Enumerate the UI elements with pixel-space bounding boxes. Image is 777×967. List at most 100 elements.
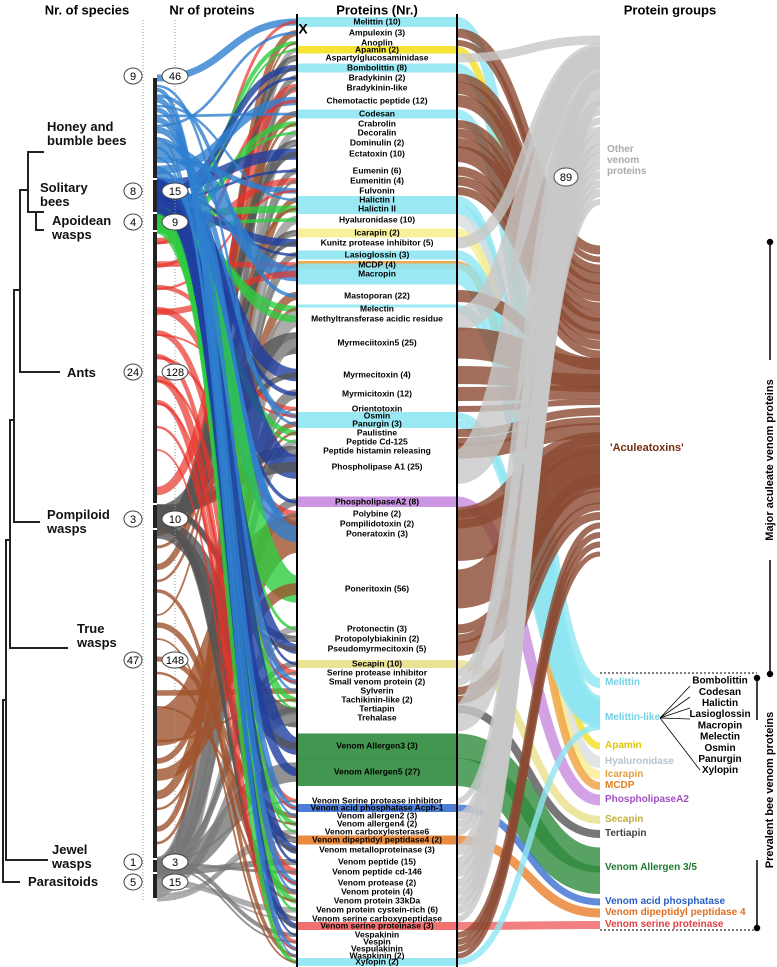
member-label: Lasioglossin: [689, 709, 750, 720]
count-circle: [123, 67, 143, 85]
label-band: [297, 897, 457, 905]
label-band: [297, 857, 457, 867]
taxon-label: Pompiloid wasps: [47, 507, 110, 536]
label-highlight: [297, 758, 457, 786]
label-band: [297, 669, 457, 677]
label-highlight: [297, 922, 457, 930]
bracket-label: Prevalent bee venom proteins: [764, 712, 776, 869]
protein-label: Xylopin (2): [355, 956, 399, 966]
flow: [156, 589, 298, 958]
flow: [456, 199, 601, 922]
taxon-bar: [153, 78, 157, 178]
protein-label: Bradykinin (2): [349, 72, 406, 82]
label-band: [297, 450, 457, 484]
member-label: Panurgin: [698, 754, 741, 765]
label-band: [297, 678, 457, 686]
count: 46: [169, 71, 181, 83]
count: 4: [130, 217, 136, 229]
taxon-label: Parasitoids: [28, 874, 99, 889]
flow: [456, 724, 601, 965]
protein-label: Orientotoxin: [352, 403, 403, 413]
count-circle: [123, 651, 143, 669]
flow: [456, 35, 601, 63]
protein-label: Pompilidotoxin (2): [340, 518, 414, 528]
protein-label: MCDP (4): [358, 259, 396, 269]
protein-label: Serine protease inhibitor: [327, 667, 428, 677]
protein-label: Myrmeciitoxin5 (25): [337, 337, 417, 347]
label-highlight: [297, 263, 457, 285]
count-circle: [161, 213, 189, 231]
label-band: [297, 939, 457, 945]
protein-label: Venom protein (4): [341, 886, 413, 896]
protein-label: Waspkinin (2): [350, 950, 405, 960]
label-band: [297, 916, 457, 922]
protein-label: Protonectin (3): [347, 623, 407, 633]
label-band: [297, 634, 457, 644]
taxon-bar: [153, 180, 157, 212]
taxon-bar: [153, 530, 157, 858]
group-label: Venom acid phosphatase: [605, 896, 726, 907]
protein-label: Myrmecitoxin (4): [343, 369, 411, 379]
group-label: 'Aculeatoxins': [610, 442, 684, 454]
count-circle: [123, 213, 143, 231]
taxon-label: True wasps: [77, 621, 117, 650]
label-band: [297, 166, 457, 176]
protein-label: Tertiapin: [359, 703, 394, 713]
group-label: Venom serine proteinase: [605, 919, 724, 930]
label-band: [297, 624, 457, 634]
label-band: [297, 798, 457, 804]
protein-label: Tachikinin-like (2): [341, 694, 412, 704]
label-band: [297, 53, 457, 63]
group-label: Other venom proteins: [607, 144, 647, 177]
protein-label: Peptide histamin releasing: [323, 445, 431, 455]
protein-label: Small venom protein (2): [329, 676, 426, 686]
label-highlight: [297, 733, 457, 759]
count-circle: [161, 853, 189, 871]
count: 3: [130, 514, 136, 526]
count-circle: [161, 67, 189, 85]
count: 9: [130, 71, 136, 83]
protein-label: Eumenitin (4): [350, 175, 404, 185]
protein-label: Codesan: [359, 108, 395, 118]
header: Protein groups: [624, 2, 716, 17]
protein-label: Venom acid phosphatase Acph-1: [311, 802, 444, 812]
protein-label: Dominulin (2): [350, 137, 404, 147]
label-band: [297, 932, 457, 938]
label-band: [297, 812, 457, 820]
label-highlight: [297, 496, 457, 508]
label-band: [297, 438, 457, 446]
protein-label: Panurgin (3): [352, 418, 402, 428]
label-highlight: [297, 46, 457, 54]
group-label: Melittin-like: [605, 712, 661, 723]
group-label: Venom dipeptidyl peptidase 4: [605, 907, 746, 918]
protein-label: Venom protein cysteín-rich (6): [316, 904, 438, 914]
member-label: Bombolittin: [692, 676, 748, 687]
protein-label: Hyaluronidase (10): [339, 214, 415, 224]
taxon-label: Jewel wasps: [52, 842, 92, 871]
label-highlight: [297, 204, 457, 214]
label-highlight: [297, 412, 457, 420]
flow: [156, 213, 298, 965]
group-label: PhospholipaseA2: [605, 794, 689, 805]
protein-label: Pseudomyrmecitoxin (5): [328, 643, 427, 653]
taxon-label: Honey and bumble bees: [47, 119, 127, 148]
protein-label: Ectatoxin (10): [349, 148, 405, 158]
protein-label: Venom Allergen3 (3): [336, 740, 418, 750]
label-band: [297, 642, 457, 656]
count: 15: [169, 186, 181, 198]
protein-label: Venom serine proteinase (3): [320, 920, 434, 930]
label-band: [297, 120, 457, 128]
label-band: [297, 687, 457, 695]
marker: X: [298, 21, 308, 37]
label-band: [297, 844, 457, 856]
protein-label: Fulvonin: [359, 185, 394, 195]
header: Proteins (Nr.): [336, 2, 418, 17]
count-circle: [123, 363, 143, 381]
protein-label: Bombolittin (8): [347, 62, 407, 72]
flow: [456, 551, 601, 959]
protein-label: Trehalase: [357, 712, 396, 722]
member-label: Melectin: [700, 732, 740, 743]
protein-label: Chemotactic peptide (12): [326, 95, 427, 105]
